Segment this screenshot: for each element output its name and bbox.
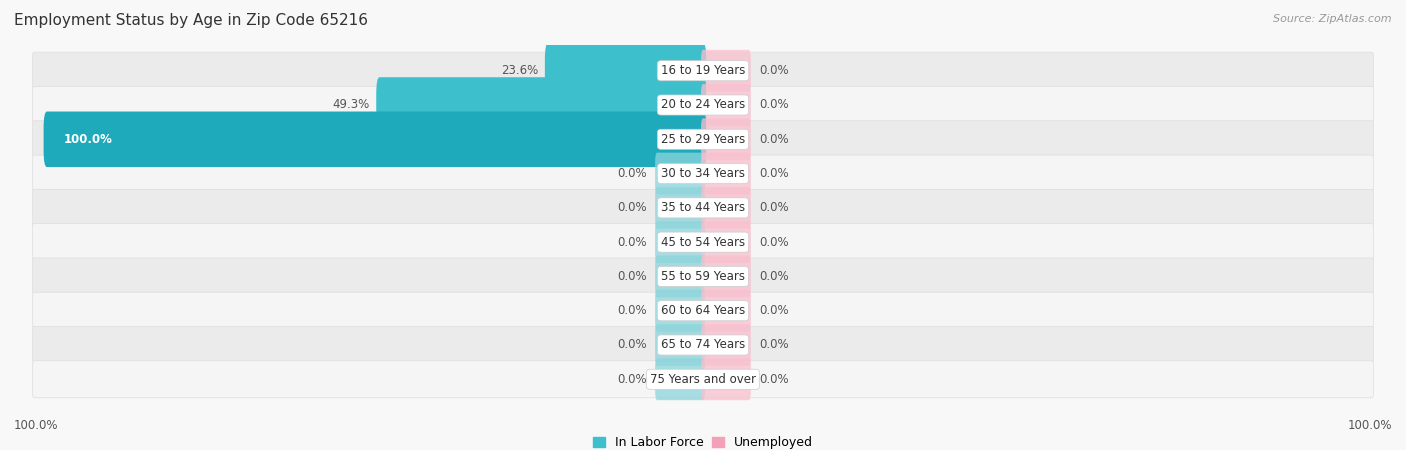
Text: 0.0%: 0.0% [759, 304, 789, 317]
FancyBboxPatch shape [655, 324, 704, 366]
FancyBboxPatch shape [702, 290, 751, 332]
Text: 16 to 19 Years: 16 to 19 Years [661, 64, 745, 77]
Text: 45 to 54 Years: 45 to 54 Years [661, 236, 745, 249]
FancyBboxPatch shape [655, 290, 704, 332]
Text: 0.0%: 0.0% [759, 201, 789, 214]
Text: Employment Status by Age in Zip Code 65216: Employment Status by Age in Zip Code 652… [14, 14, 368, 28]
Text: 0.0%: 0.0% [617, 167, 647, 180]
Text: 75 Years and over: 75 Years and over [650, 373, 756, 386]
Text: 0.0%: 0.0% [759, 270, 789, 283]
FancyBboxPatch shape [655, 187, 704, 229]
FancyBboxPatch shape [32, 86, 1374, 123]
FancyBboxPatch shape [702, 153, 751, 194]
FancyBboxPatch shape [32, 361, 1374, 398]
Text: 100.0%: 100.0% [63, 133, 112, 146]
FancyBboxPatch shape [702, 84, 751, 126]
Text: 0.0%: 0.0% [617, 373, 647, 386]
FancyBboxPatch shape [32, 327, 1374, 364]
Text: 0.0%: 0.0% [759, 167, 789, 180]
Text: 20 to 24 Years: 20 to 24 Years [661, 99, 745, 112]
Text: 0.0%: 0.0% [617, 338, 647, 351]
FancyBboxPatch shape [32, 121, 1374, 158]
Text: 35 to 44 Years: 35 to 44 Years [661, 201, 745, 214]
FancyBboxPatch shape [32, 292, 1374, 329]
Text: 0.0%: 0.0% [759, 373, 789, 386]
FancyBboxPatch shape [655, 221, 704, 263]
FancyBboxPatch shape [32, 189, 1374, 226]
Text: Source: ZipAtlas.com: Source: ZipAtlas.com [1274, 14, 1392, 23]
Text: 0.0%: 0.0% [617, 201, 647, 214]
FancyBboxPatch shape [44, 112, 706, 167]
FancyBboxPatch shape [655, 358, 704, 400]
Text: 100.0%: 100.0% [1347, 419, 1392, 432]
Text: 0.0%: 0.0% [759, 133, 789, 146]
Text: 23.6%: 23.6% [501, 64, 538, 77]
FancyBboxPatch shape [32, 52, 1374, 89]
Text: 65 to 74 Years: 65 to 74 Years [661, 338, 745, 351]
Text: 0.0%: 0.0% [617, 270, 647, 283]
FancyBboxPatch shape [702, 118, 751, 160]
Text: 49.3%: 49.3% [332, 99, 370, 112]
Text: 0.0%: 0.0% [759, 236, 789, 249]
FancyBboxPatch shape [655, 256, 704, 297]
Text: 0.0%: 0.0% [759, 338, 789, 351]
Text: 0.0%: 0.0% [617, 236, 647, 249]
FancyBboxPatch shape [32, 224, 1374, 261]
FancyBboxPatch shape [32, 155, 1374, 192]
FancyBboxPatch shape [702, 256, 751, 297]
Text: 60 to 64 Years: 60 to 64 Years [661, 304, 745, 317]
FancyBboxPatch shape [702, 324, 751, 366]
Legend: In Labor Force, Unemployed: In Labor Force, Unemployed [593, 436, 813, 449]
FancyBboxPatch shape [377, 77, 706, 133]
FancyBboxPatch shape [655, 153, 704, 194]
FancyBboxPatch shape [702, 50, 751, 92]
Text: 55 to 59 Years: 55 to 59 Years [661, 270, 745, 283]
Text: 25 to 29 Years: 25 to 29 Years [661, 133, 745, 146]
Text: 0.0%: 0.0% [617, 304, 647, 317]
FancyBboxPatch shape [702, 358, 751, 400]
FancyBboxPatch shape [32, 258, 1374, 295]
Text: 0.0%: 0.0% [759, 64, 789, 77]
FancyBboxPatch shape [702, 221, 751, 263]
Text: 30 to 34 Years: 30 to 34 Years [661, 167, 745, 180]
Text: 100.0%: 100.0% [14, 419, 59, 432]
FancyBboxPatch shape [702, 187, 751, 229]
Text: 0.0%: 0.0% [759, 99, 789, 112]
FancyBboxPatch shape [546, 43, 706, 99]
